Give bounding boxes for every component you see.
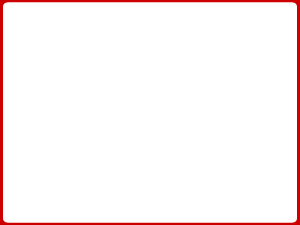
Text: ■: ■ bbox=[28, 80, 38, 90]
Text: ■: ■ bbox=[28, 180, 38, 190]
Text: ■: ■ bbox=[28, 146, 38, 156]
Text: ■: ■ bbox=[28, 47, 38, 57]
Text: ■: ■ bbox=[28, 113, 38, 123]
Text: ■: ■ bbox=[28, 163, 38, 173]
Text: Stereochemical Relationships: Stereochemical Relationships bbox=[53, 146, 228, 156]
Text: Diastereomers: Diastereomers bbox=[53, 113, 134, 123]
Text: ■: ■ bbox=[28, 97, 38, 107]
Text: Optical Activity: Optical Activity bbox=[53, 163, 153, 173]
Text: (R) and (S) Nomenclature: (R) and (S) Nomenclature bbox=[53, 80, 203, 90]
Text: Resolution of Enantiomers: Resolution of Enantiomers bbox=[53, 180, 209, 190]
Text: Depicting Asymmetric Carbons: Depicting Asymmetric Carbons bbox=[53, 97, 228, 107]
Text: Stereoisomers: Stereoisomers bbox=[53, 47, 134, 57]
Text: ■: ■ bbox=[28, 130, 38, 140]
Text: Chirality: Chirality bbox=[53, 63, 109, 73]
Text: Fischer Projections: Fischer Projections bbox=[53, 130, 172, 140]
Text: Unit 3 – Stereochemistry: Unit 3 – Stereochemistry bbox=[37, 29, 256, 45]
Text: ■: ■ bbox=[28, 63, 38, 73]
